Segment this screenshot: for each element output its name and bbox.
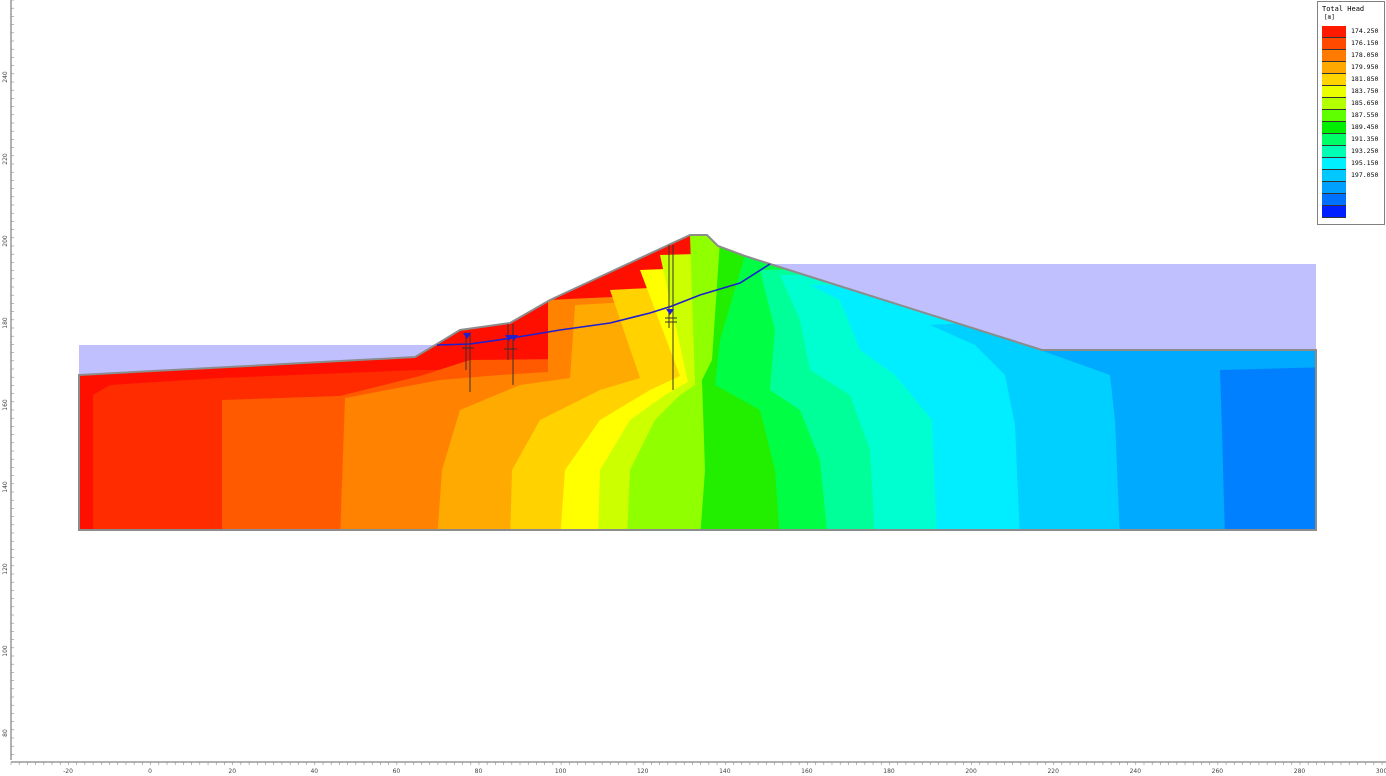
x-tick-label: 20 <box>228 768 236 775</box>
legend-entry: 176.150 <box>1322 38 1384 50</box>
legend-label: 181.850 <box>1351 75 1379 83</box>
x-tick-label: 180 <box>883 768 895 775</box>
legend-entry: 181.850 <box>1322 74 1384 86</box>
x-tick-label: 240 <box>1130 768 1142 775</box>
x-tick-label: 280 <box>1294 768 1306 775</box>
x-tick-label: 200 <box>965 768 977 775</box>
legend-entry: 174.250 <box>1322 26 1384 38</box>
legend-swatch <box>1322 170 1346 182</box>
legend-swatch <box>1322 38 1346 50</box>
water-region <box>770 264 1316 350</box>
legend-entry: 185.650 <box>1322 98 1384 110</box>
water-level-marker <box>463 333 471 339</box>
y-tick-label: 80 <box>2 729 9 737</box>
legend-units: [m] <box>1324 14 1335 21</box>
water-level-marker <box>510 335 518 341</box>
legend-label: 195.150 <box>1351 159 1379 167</box>
contour-band <box>1220 365 1316 530</box>
legend-swatch <box>1322 122 1346 134</box>
x-tick-label: 300 <box>1376 768 1386 775</box>
legend-swatch <box>1322 206 1346 218</box>
legend-entry: 179.950 <box>1322 62 1384 74</box>
legend-entry: 187.550 <box>1322 110 1384 122</box>
y-tick-label: 220 <box>2 153 9 165</box>
legend-label: 174.250 <box>1351 27 1379 35</box>
legend-entry: 178.050 <box>1322 50 1384 62</box>
legend-label: 197.050 <box>1351 171 1379 179</box>
legend-label: 183.750 <box>1351 87 1379 95</box>
y-tick-label: 140 <box>2 481 9 493</box>
y-tick-label: 100 <box>2 645 9 657</box>
x-tick-label: 80 <box>475 768 483 775</box>
y-tick-label: 240 <box>2 71 9 83</box>
legend-swatch <box>1322 26 1346 38</box>
legend-entry: 197.050 <box>1322 170 1384 182</box>
legend-swatch <box>1322 194 1346 206</box>
y-tick-label: 160 <box>2 399 9 411</box>
legend-label: 185.650 <box>1351 99 1379 107</box>
x-tick-label: 0 <box>148 768 152 775</box>
legend-label: 179.950 <box>1351 63 1379 71</box>
legend-entry: 191.350 <box>1322 134 1384 146</box>
legend-label: 176.150 <box>1351 39 1379 47</box>
legend-entry: 195.150 <box>1322 158 1384 170</box>
legend-label: 178.050 <box>1351 51 1379 59</box>
x-tick-label: 100 <box>555 768 567 775</box>
y-tick-label: 180 <box>2 317 9 329</box>
vertical-axis: 240 220 200 180 160 140 120 100 80 <box>2 0 14 760</box>
legend-swatch <box>1322 62 1346 74</box>
legend-label: 191.350 <box>1351 135 1379 143</box>
legend-entry <box>1322 206 1384 218</box>
legend-swatch <box>1322 74 1346 86</box>
legend-entry: 183.750 <box>1322 86 1384 98</box>
total-head-legend: Total Head [m] 174.250 176.150 178.050 179.… <box>1317 1 1385 225</box>
total-head-contours <box>79 235 1316 530</box>
x-tick-label: 40 <box>310 768 318 775</box>
legend-entry <box>1322 182 1384 194</box>
x-tick-label: 140 <box>719 768 731 775</box>
legend-entry: 189.450 <box>1322 122 1384 134</box>
model-boundary <box>78 234 1317 531</box>
legend-swatch <box>1322 134 1346 146</box>
piezometers <box>462 245 677 392</box>
legend-entry: 193.250 <box>1322 146 1384 158</box>
legend-label: 189.450 <box>1351 123 1379 131</box>
water-level-markers <box>463 309 674 341</box>
horizontal-axis: -20 0 20 40 60 80 100 120 140 160 180 200 220 240 260 2… <box>10 761 1386 775</box>
legend-swatch <box>1322 86 1346 98</box>
legend-label: 193.250 <box>1351 147 1379 155</box>
x-tick-label: 60 <box>393 768 401 775</box>
legend-swatch <box>1322 182 1346 194</box>
water-region <box>79 345 437 375</box>
x-tick-label: -20 <box>63 768 73 775</box>
water-level-marker <box>666 309 674 315</box>
x-tick-label: 220 <box>1047 768 1059 775</box>
legend-label: 187.550 <box>1351 111 1379 119</box>
x-tick-label: 120 <box>637 768 649 775</box>
y-tick-label: 200 <box>2 235 9 247</box>
x-tick-label: 160 <box>801 768 813 775</box>
legend-title: Total Head <box>1322 5 1365 13</box>
x-tick-label: 260 <box>1212 768 1224 775</box>
legend-swatch <box>1322 110 1346 122</box>
legend-swatch <box>1322 146 1346 158</box>
legend-swatch <box>1322 158 1346 170</box>
legend-swatch <box>1322 98 1346 110</box>
legend-swatch <box>1322 50 1346 62</box>
phreatic-line <box>436 263 771 346</box>
legend-entry <box>1322 194 1384 206</box>
y-tick-label: 120 <box>2 563 9 575</box>
reservoir-water <box>79 264 1316 375</box>
